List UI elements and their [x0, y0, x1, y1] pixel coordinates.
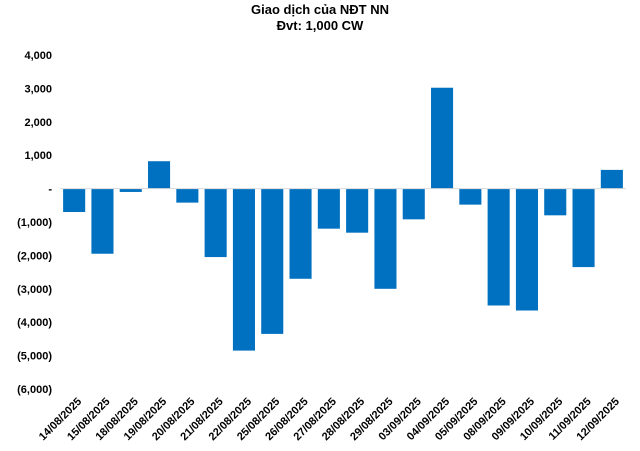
y-tick-label: 3,000 [24, 83, 52, 95]
bar [317, 188, 340, 229]
y-tick-label: (3,000) [17, 284, 52, 296]
bar [148, 161, 171, 189]
bar [374, 188, 397, 289]
y-tick-label: (1,000) [17, 217, 52, 229]
bar [431, 87, 454, 189]
bar [63, 188, 86, 212]
bar [91, 188, 114, 254]
bar [515, 188, 538, 311]
bar [119, 188, 142, 192]
bar [544, 188, 567, 216]
chart-subtitle: Đvt: 1,000 CW [276, 18, 364, 33]
bar [459, 188, 482, 205]
y-tick-label: 1,000 [24, 150, 52, 162]
bar [487, 188, 510, 306]
y-tick-label: (4,000) [17, 317, 52, 329]
bar [402, 188, 425, 220]
y-tick-label: - [48, 184, 52, 196]
bar [232, 188, 255, 351]
bar [346, 188, 369, 233]
y-tick-label: (2,000) [17, 250, 52, 262]
bar [176, 188, 199, 203]
y-tick-label: (5,000) [17, 351, 52, 363]
y-tick-label: (6,000) [17, 384, 52, 396]
bar [289, 188, 312, 279]
y-tick-label: 2,000 [24, 117, 52, 129]
bar [600, 169, 623, 189]
y-tick-label: 4,000 [24, 50, 52, 62]
bar [572, 188, 595, 268]
bar [261, 188, 284, 334]
bar [204, 188, 227, 258]
chart-title: Giao dịch của NĐT NN [251, 2, 389, 17]
